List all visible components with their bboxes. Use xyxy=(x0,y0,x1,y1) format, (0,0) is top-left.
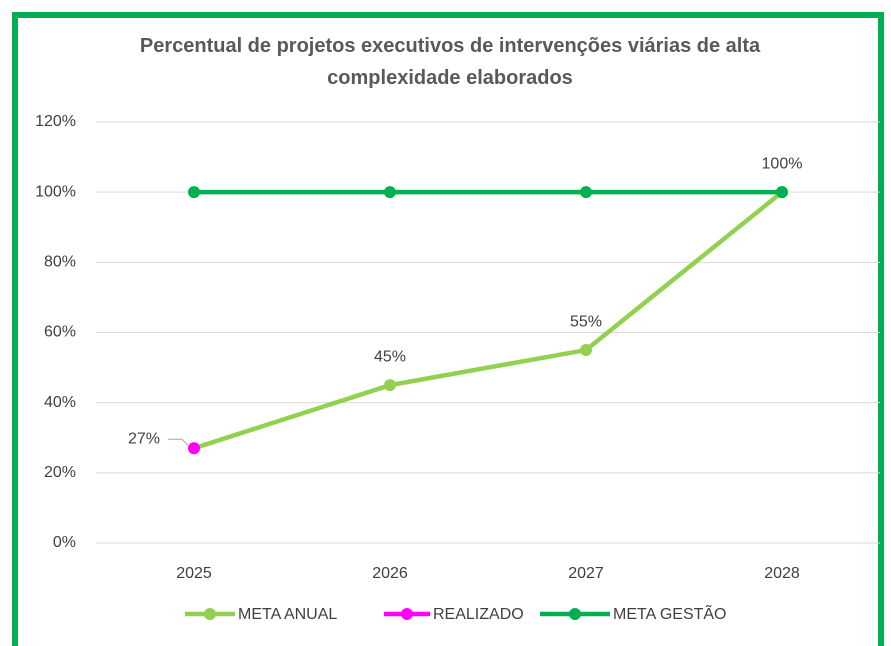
data-label: 55% xyxy=(570,313,602,330)
data-point xyxy=(188,442,200,455)
legend-label: META GESTÃO xyxy=(613,603,727,623)
x-tick-label: 2026 xyxy=(372,565,408,582)
legend-label: META ANUAL xyxy=(238,606,337,623)
legend-marker xyxy=(569,608,581,620)
leader-line xyxy=(168,438,189,446)
legend-label: REALIZADO xyxy=(433,606,524,623)
data-label: 100% xyxy=(762,155,803,172)
y-tick-label: 100% xyxy=(35,183,76,200)
y-tick-label: 0% xyxy=(53,534,76,551)
y-tick-label: 20% xyxy=(44,464,76,481)
x-tick-label: 2027 xyxy=(568,565,604,582)
x-tick-label: 2025 xyxy=(176,565,212,582)
data-point xyxy=(384,379,396,392)
y-tick-label: 40% xyxy=(44,394,76,411)
data-point xyxy=(384,186,396,199)
x-tick-label: 2028 xyxy=(764,565,800,582)
y-tick-label: 60% xyxy=(44,324,76,341)
data-point xyxy=(580,344,592,357)
legend-marker xyxy=(204,608,216,620)
y-tick-label: 80% xyxy=(44,254,76,271)
frame xyxy=(12,12,884,646)
chart-title: Percentual de projetos executivos de int… xyxy=(139,35,761,89)
series-line xyxy=(193,190,784,451)
data-point xyxy=(580,186,592,199)
data-point xyxy=(188,186,200,199)
data-label: 45% xyxy=(374,348,406,365)
data-label: 27% xyxy=(128,430,160,447)
legend-marker xyxy=(401,608,413,620)
y-tick-label: 120% xyxy=(35,113,76,130)
data-point xyxy=(776,186,788,199)
